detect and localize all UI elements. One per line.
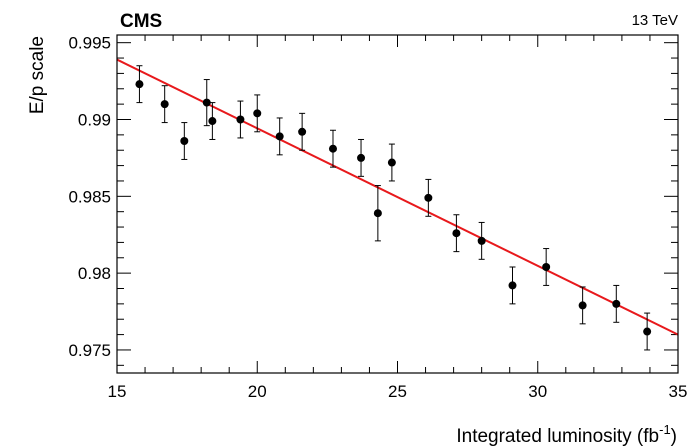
data-marker bbox=[208, 117, 217, 126]
x-axis-label-close: ) bbox=[671, 426, 677, 447]
data-marker bbox=[643, 327, 652, 336]
data-point bbox=[275, 117, 284, 156]
data-point bbox=[508, 266, 517, 305]
data-marker bbox=[135, 80, 144, 89]
data-point bbox=[135, 65, 144, 104]
axis-ticks bbox=[116, 35, 679, 373]
data-point bbox=[612, 284, 621, 323]
y-tick-label: 0.975 bbox=[68, 341, 111, 360]
data-marker bbox=[373, 209, 382, 218]
data-point bbox=[253, 94, 262, 133]
x-tick-label: 35 bbox=[669, 382, 688, 401]
cms-label: CMS bbox=[120, 11, 162, 32]
y-tick-label: 0.995 bbox=[68, 34, 111, 53]
data-point bbox=[643, 312, 652, 351]
y-tick-label: 0.985 bbox=[68, 187, 111, 206]
y-tick-labels: 0.975 0.98 0.985 0.99 0.995 bbox=[68, 34, 111, 360]
x-tick-label: 20 bbox=[248, 382, 267, 401]
data-marker bbox=[202, 98, 211, 107]
data-point bbox=[578, 286, 587, 325]
fit-line bbox=[116, 58, 679, 336]
data-point bbox=[180, 122, 189, 160]
data-point bbox=[160, 85, 169, 124]
data-marker bbox=[542, 262, 551, 271]
plot-frame bbox=[116, 34, 679, 374]
data-point bbox=[202, 79, 211, 127]
data-point bbox=[477, 221, 486, 260]
data-point bbox=[328, 129, 337, 168]
x-axis-label-sup: -1 bbox=[659, 422, 671, 437]
data-marker bbox=[180, 137, 189, 146]
data-point bbox=[424, 178, 433, 217]
data-marker bbox=[477, 236, 486, 245]
data-point bbox=[298, 112, 307, 151]
x-tick-labels: 15 20 25 30 35 bbox=[108, 382, 688, 401]
data-marker bbox=[160, 100, 169, 109]
data-marker bbox=[328, 144, 337, 153]
data-marker bbox=[387, 158, 396, 167]
x-axis-label: Integrated luminosity (fb-1) bbox=[456, 422, 677, 447]
data-point bbox=[236, 100, 245, 139]
data-marker bbox=[298, 127, 307, 136]
data-marker bbox=[612, 299, 621, 308]
y-tick-label: 0.98 bbox=[78, 264, 111, 283]
data-point bbox=[357, 138, 366, 177]
energy-label: 13 TeV bbox=[632, 12, 678, 29]
x-axis-label-main: Integrated luminosity (fb bbox=[456, 426, 659, 447]
y-tick-label: 0.99 bbox=[78, 111, 111, 130]
data-points bbox=[135, 65, 652, 351]
data-point bbox=[542, 248, 551, 286]
x-tick-label: 25 bbox=[388, 382, 407, 401]
data-marker bbox=[275, 132, 284, 141]
data-marker bbox=[253, 109, 262, 118]
data-point bbox=[373, 185, 382, 242]
data-marker bbox=[357, 153, 366, 162]
data-marker bbox=[236, 115, 245, 124]
data-point bbox=[452, 214, 461, 253]
data-marker bbox=[508, 281, 517, 290]
data-point bbox=[387, 143, 396, 182]
x-tick-label: 30 bbox=[528, 382, 547, 401]
data-point bbox=[208, 102, 217, 140]
x-tick-label: 15 bbox=[108, 382, 127, 401]
data-marker bbox=[578, 301, 587, 310]
data-marker bbox=[424, 193, 433, 202]
data-marker bbox=[452, 229, 461, 238]
y-axis-label: E/p scale bbox=[27, 36, 48, 114]
